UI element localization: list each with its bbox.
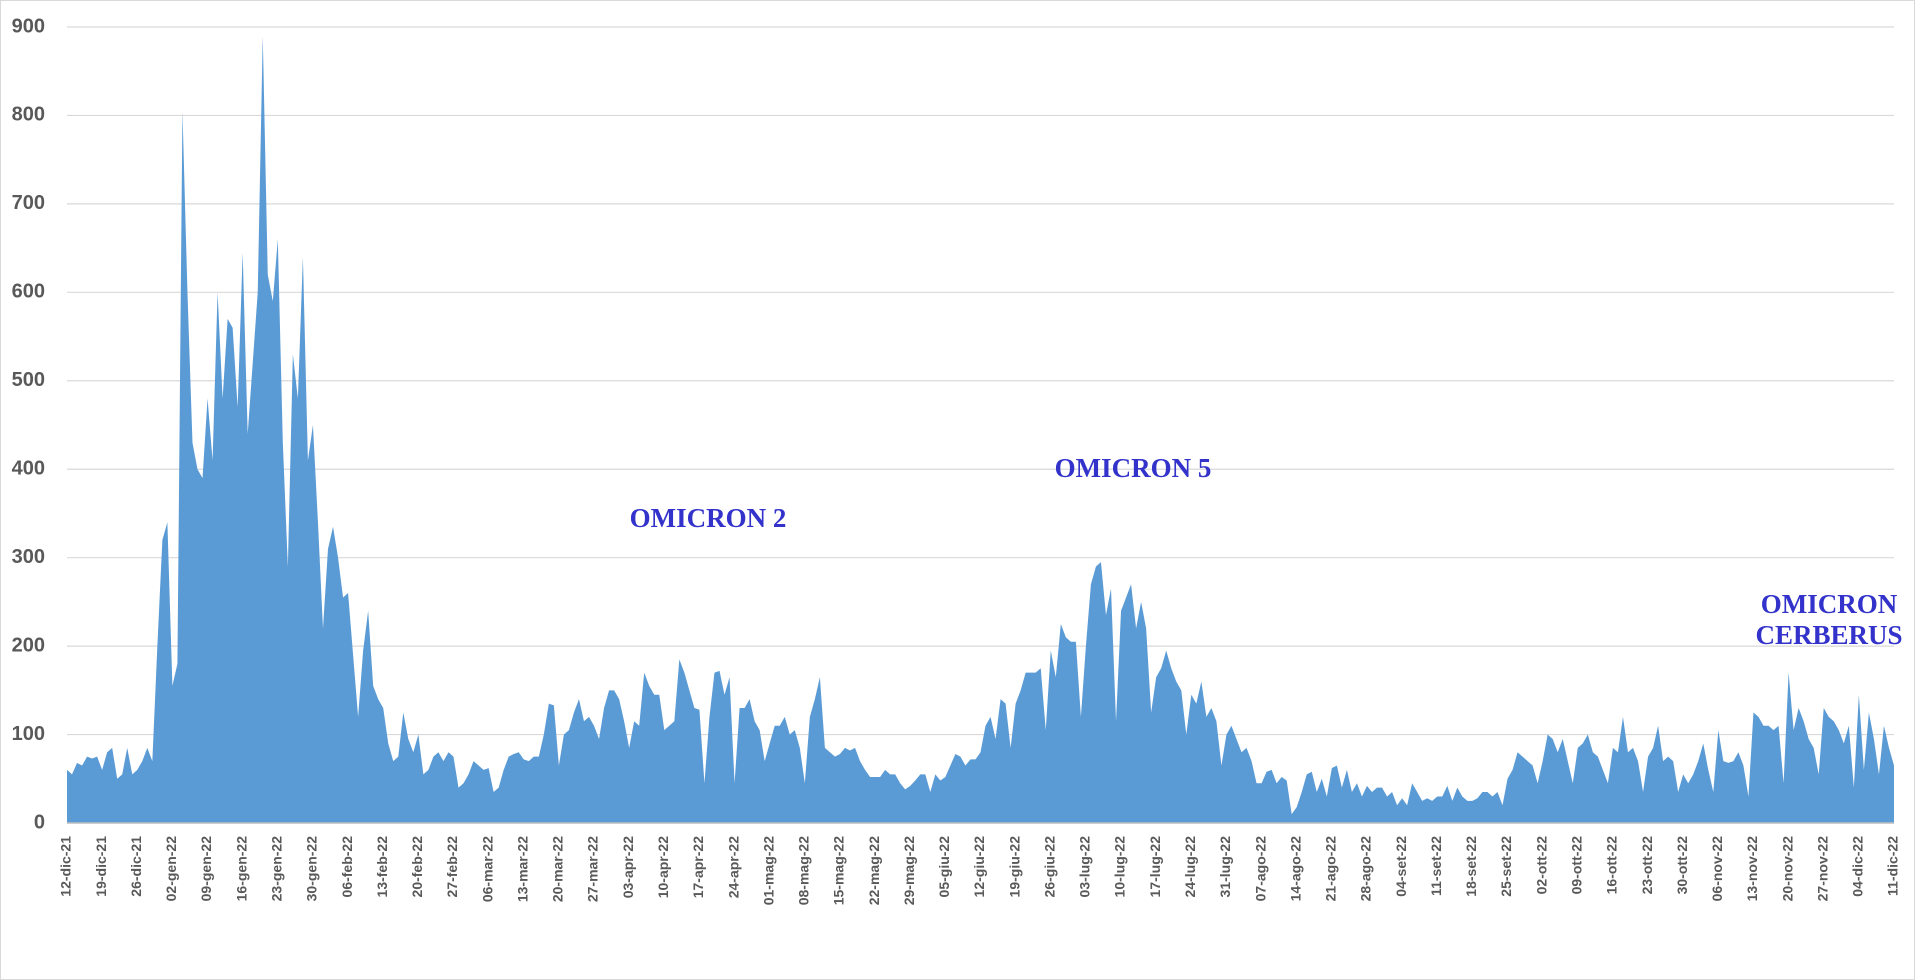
x-tick-label: 02-gen-22 [163, 836, 179, 902]
x-tick-label: 20-nov-22 [1779, 836, 1795, 902]
x-tick-label: 30-gen-22 [304, 836, 320, 902]
x-tick-label: 08-mag-22 [796, 836, 812, 905]
x-tick-label: 07-ago-22 [1252, 836, 1268, 902]
x-tick-label: 16-gen-22 [233, 836, 249, 902]
x-tick-label: 16-ott-22 [1604, 836, 1620, 895]
x-tick-label: 24-apr-22 [725, 836, 741, 898]
x-tick-label: 28-ago-22 [1358, 836, 1374, 902]
x-tick-label: 30-ott-22 [1674, 836, 1690, 895]
x-tick-label: 11-dic-22 [1885, 836, 1901, 896]
x-tick-label: 13-feb-22 [374, 836, 390, 898]
x-tick-label: 04-set-22 [1393, 836, 1409, 897]
x-tick-label: 03-lug-22 [1077, 836, 1093, 898]
x-tick-label: 20-mar-22 [550, 836, 566, 902]
x-tick-label: 27-feb-22 [444, 836, 460, 898]
x-tick-label: 10-lug-22 [1112, 836, 1128, 898]
x-tick-label: 17-apr-22 [690, 836, 706, 898]
y-tick-label: 100 [12, 723, 45, 745]
y-tick-label: 500 [12, 369, 45, 391]
y-tick-label: 0 [34, 811, 45, 833]
x-tick-label: 03-apr-22 [620, 836, 636, 898]
x-tick-label: 25-set-22 [1498, 836, 1514, 897]
x-tick-label: 21-ago-22 [1323, 836, 1339, 902]
x-tick-label: 06-mar-22 [479, 836, 495, 902]
y-tick-label: 900 [12, 15, 45, 37]
x-tick-label: 19-giu-22 [1006, 836, 1022, 898]
x-tick-label: 15-mag-22 [831, 836, 847, 905]
x-tick-label: 02-ott-22 [1533, 836, 1549, 895]
annotation: OMICRON 2 [630, 503, 787, 533]
area [67, 35, 1894, 823]
x-tick-label: 31-lug-22 [1217, 836, 1233, 898]
y-tick-label: 600 [12, 281, 45, 303]
x-tick-label: 29-mag-22 [901, 836, 917, 905]
y-tick-label: 300 [12, 546, 45, 568]
annotation: OMICRON 5 [1055, 453, 1212, 483]
x-tick-label: 23-ott-22 [1639, 836, 1655, 895]
x-tick-label: 18-set-22 [1463, 836, 1479, 897]
x-tick-label: 27-mar-22 [585, 836, 601, 902]
x-tick-label: 01-mag-22 [760, 836, 776, 905]
y-tick-label: 200 [12, 634, 45, 656]
x-tick-label: 04-dic-22 [1850, 836, 1866, 897]
x-tick-label: 12-giu-22 [971, 836, 987, 898]
x-tick-label: 12-dic-21 [58, 836, 74, 897]
x-tick-label: 22-mag-22 [866, 836, 882, 905]
x-tick-label: 19-dic-21 [93, 836, 109, 897]
x-tick-label: 23-gen-22 [269, 836, 285, 902]
y-tick-label: 800 [12, 104, 45, 126]
x-tick-label: 09-gen-22 [198, 836, 214, 902]
x-tick-label: 09-ott-22 [1568, 836, 1584, 895]
x-tick-label: 10-apr-22 [655, 836, 671, 898]
x-tick-label: 13-nov-22 [1744, 836, 1760, 902]
x-tick-label: 26-giu-22 [1041, 836, 1057, 898]
x-tick-label: 27-nov-22 [1814, 836, 1830, 902]
x-tick-label: 26-dic-21 [128, 836, 144, 897]
x-tick-label: 06-feb-22 [339, 836, 355, 898]
x-tick-label: 11-set-22 [1428, 836, 1444, 896]
x-tick-label: 17-lug-22 [1147, 836, 1163, 898]
x-tick-label: 06-nov-22 [1709, 836, 1725, 902]
x-tick-label: 24-lug-22 [1182, 836, 1198, 898]
y-tick-label: 700 [12, 192, 45, 214]
x-tick-label: 13-mar-22 [514, 836, 530, 902]
annotation: CERBERUS [1755, 620, 1902, 650]
x-tick-label: 14-ago-22 [1287, 836, 1303, 902]
annotation: OMICRON [1761, 589, 1898, 619]
x-tick-label: 05-giu-22 [936, 836, 952, 898]
x-tick-label: 20-feb-22 [409, 836, 425, 898]
y-tick-label: 400 [12, 458, 45, 480]
